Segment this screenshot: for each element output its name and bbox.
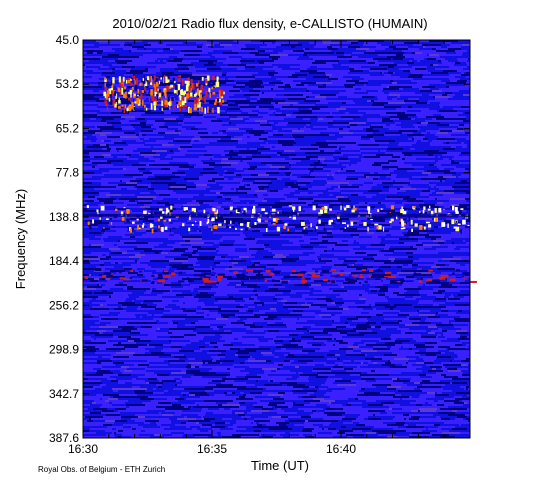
burst-region <box>103 75 225 114</box>
y-tick-label: 298.9 <box>49 343 79 357</box>
y-tick-label: 138.8 <box>49 210 79 224</box>
spectrogram-plot <box>83 40 477 438</box>
y-tick-label: 77.8 <box>56 166 80 180</box>
y-tick-label: 184.4 <box>49 254 79 268</box>
credit-text: Royal Obs. of Belgium - ETH Zurich <box>38 465 166 474</box>
x-tick-label: 16:30 <box>68 442 98 456</box>
x-axis-label: Time (UT) <box>251 458 309 473</box>
y-tick-label: 53.2 <box>56 77 80 91</box>
plot-frame <box>82 39 471 439</box>
spectrogram-texture <box>83 40 470 438</box>
reddish-band <box>84 269 477 284</box>
interference-band <box>83 205 470 234</box>
y-tick-label: 65.2 <box>56 121 80 135</box>
y-tick-label: 342.7 <box>49 387 79 401</box>
x-tick-label: 16:35 <box>197 442 227 456</box>
x-axis: 16:30 16:35 16:40 <box>68 40 471 456</box>
x-tick-label: 16:40 <box>326 442 356 456</box>
y-tick-label: 45.0 <box>56 33 80 47</box>
y-axis: 45.0 53.2 65.2 77.8 138.8 184.4 256.2 298.9 342.… <box>49 33 470 445</box>
y-tick-label: 256.2 <box>49 298 79 312</box>
y-axis-label: Frequency (MHz) <box>13 189 28 289</box>
chart-title: 2010/02/21 Radio flux density, e-CALLIST… <box>112 16 427 31</box>
y-tick-label: 387.6 <box>49 431 79 445</box>
